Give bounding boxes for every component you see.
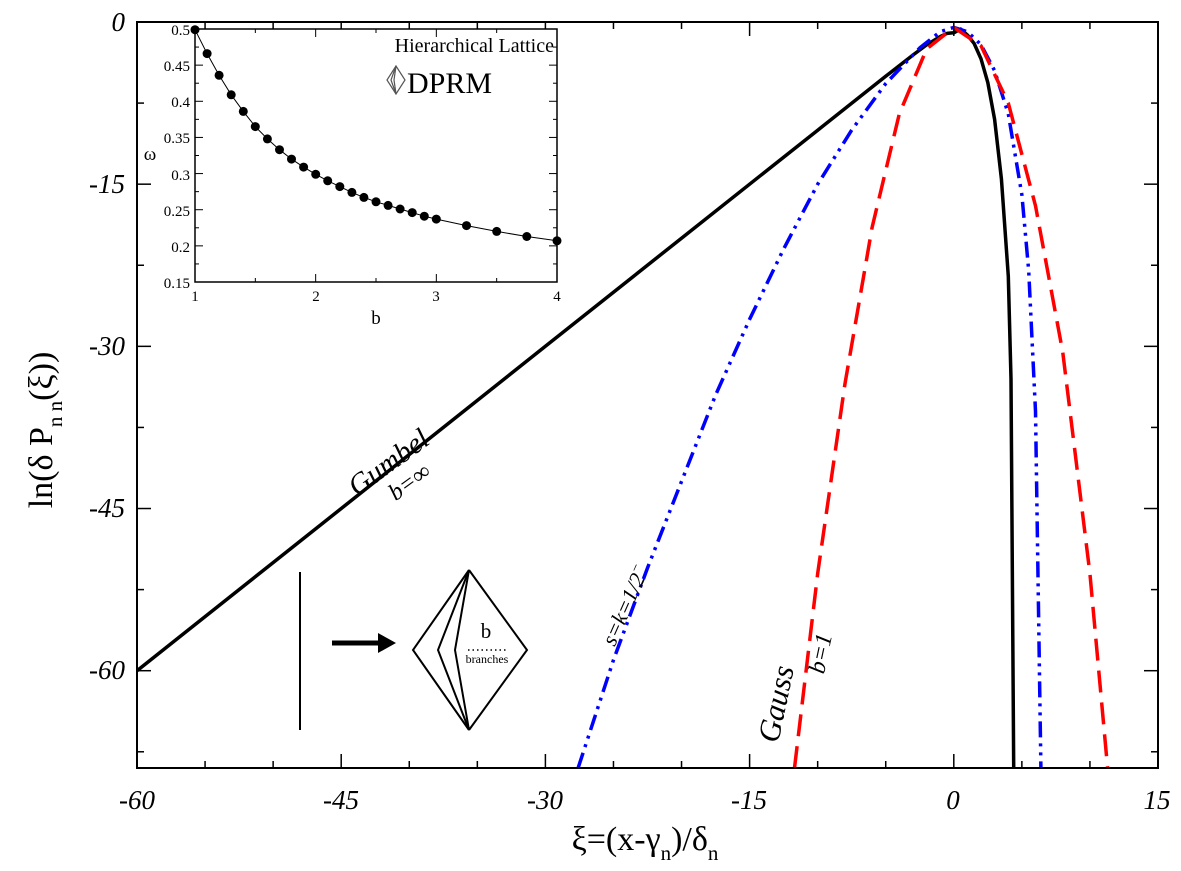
- hierarchical-lattice-diagram: b branches: [299, 569, 529, 731]
- inset-y-tick-label: 0.4: [171, 95, 190, 111]
- inset-y-tick-label: 0.3: [171, 168, 190, 184]
- x-tick-labels: -60 -45 -30 -15 0 15: [119, 785, 1171, 815]
- y-axis-label: ln(δ Pn n(ξ)): [23, 352, 67, 509]
- inset-data-point: [347, 187, 357, 197]
- series-line-2: [792, 25, 1110, 769]
- gauss-annotation: Gauss b=1: [751, 631, 838, 745]
- series-line-0: [135, 27, 1016, 769]
- inset-data-point: [214, 70, 224, 80]
- inset-data-point: [522, 232, 532, 241]
- inset-x-tick-label: 4: [553, 289, 561, 305]
- inset-x-tick-label: 3: [432, 289, 440, 305]
- inset-data-point: [395, 204, 405, 214]
- inset-data-point: [462, 221, 471, 231]
- inset-y-tick-label: 0.45: [164, 59, 190, 75]
- y-tick-label: -30: [89, 331, 125, 361]
- inset-y-label: ω: [144, 144, 157, 165]
- inset-x-tick-label: 2: [312, 289, 320, 305]
- inset-data-point: [311, 169, 321, 179]
- x-tick-label: -15: [731, 785, 767, 815]
- gauss-label: Gauss: [751, 662, 801, 745]
- inset-data-point: [552, 236, 562, 246]
- inset-y-tick-label: 0.15: [164, 276, 190, 292]
- x-tick-label: 15: [1144, 785, 1171, 815]
- inset-data-point: [190, 25, 200, 35]
- inset-data-point: [335, 182, 345, 192]
- x-tick-label: -30: [527, 785, 563, 815]
- inset-data-point: [202, 49, 212, 59]
- inset-data-point: [323, 176, 333, 186]
- inset-data-point: [419, 211, 429, 221]
- y-tick-label: -15: [89, 169, 125, 199]
- inset-title-line1: Hierarchical Lattice: [395, 35, 554, 57]
- inset-y-tick-label: 0.35: [164, 131, 190, 147]
- inset-data-point: [407, 208, 417, 218]
- inset-data-point: [383, 200, 393, 210]
- inset-title-line2: DPRM: [407, 67, 492, 100]
- inset-x-tick-label: 1: [191, 289, 199, 305]
- x-tick-label: -60: [119, 785, 155, 815]
- inset-data-point: [226, 90, 236, 100]
- inset-curve: [190, 25, 562, 246]
- x-tick-label: 0: [946, 785, 960, 815]
- diamond-icon: [386, 64, 406, 96]
- x-tick-label: -45: [323, 785, 359, 815]
- svg-text:ln(δ Pn n(ξ)): ln(δ Pn n(ξ)): [23, 352, 67, 509]
- inset-y-tick-label: 0.25: [164, 204, 190, 220]
- inset-data-point: [238, 106, 248, 116]
- inset-data-point: [262, 134, 272, 144]
- diagram-branches-label: branches: [466, 652, 509, 666]
- inset-data-point: [287, 154, 296, 164]
- y-tick-label: 0: [112, 7, 126, 37]
- diamond-lattice-icon: [411, 569, 529, 731]
- diagram-b-label: b: [481, 619, 492, 643]
- arrow-head-icon: [378, 633, 396, 653]
- y-tick-label: -60: [89, 655, 125, 685]
- inset-data-point: [371, 197, 381, 207]
- inset-data-point: [359, 192, 369, 202]
- inset-data-point: [492, 226, 502, 236]
- inset-frame: [194, 28, 558, 283]
- inset-ticks: [194, 28, 558, 283]
- inset-data-point: [250, 122, 260, 132]
- inset-chart: 1 2 3 4 0.15 0.2 0.25 0.3 0.35 0.4 0.45 …: [144, 23, 562, 329]
- x-axis-label: ξ=(x-γn)/δn: [572, 821, 719, 865]
- inset-data-point: [299, 162, 309, 172]
- y-tick-label: -45: [89, 493, 125, 523]
- inset-data-point: [431, 214, 441, 224]
- y-tick-labels: 0 -15 -30 -45 -60: [89, 7, 126, 685]
- main-plot-frame: [136, 21, 1159, 769]
- series-line-1: [576, 25, 1043, 769]
- inset-y-tick-label: 0.2: [171, 240, 190, 256]
- inset-y-tick-label: 0.5: [171, 23, 190, 39]
- gumbel-annotation: Gumbel b=∞: [342, 423, 436, 506]
- inset-data-point: [275, 145, 284, 155]
- inset-x-label: b: [371, 308, 381, 329]
